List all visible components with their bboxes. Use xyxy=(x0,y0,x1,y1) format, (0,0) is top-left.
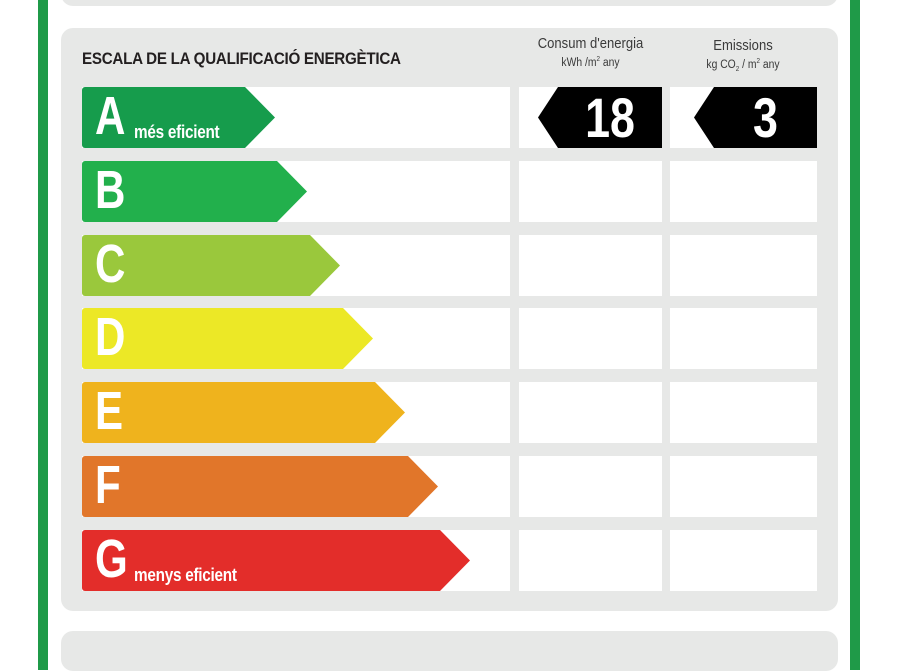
energy-cell-e xyxy=(519,382,662,443)
emissions-column-header: Emissions kg CO2 / m2 any xyxy=(669,38,817,73)
class-letter: B xyxy=(95,160,126,220)
energy-rating-marker: 18 xyxy=(538,87,662,148)
class-arrow-b: B xyxy=(82,161,307,222)
energy-cell-b xyxy=(519,161,662,222)
class-label: menys eficient xyxy=(134,565,237,585)
class-letter: F xyxy=(95,455,121,515)
emissions-column-label: Emissions xyxy=(713,38,773,54)
emissions-cell-c xyxy=(670,235,817,296)
class-arrow-e: E xyxy=(82,382,405,443)
energy-rating-value: 18 xyxy=(585,86,635,149)
energy-column-header: Consum d'energia kWh /m2 any xyxy=(519,36,662,69)
class-letter: G xyxy=(95,529,128,589)
emissions-cell-g xyxy=(670,530,817,591)
class-arrow-f: F xyxy=(82,456,438,517)
energy-cell-d xyxy=(519,308,662,369)
class-arrow-d: D xyxy=(82,308,373,369)
energy-column-unit: kWh /m2 any xyxy=(561,56,620,69)
emissions-rating-value: 3 xyxy=(753,86,778,149)
class-letter: E xyxy=(95,381,124,441)
class-arrow-c: C xyxy=(82,235,340,296)
class-letter: D xyxy=(95,307,126,367)
emissions-column-unit: kg CO2 / m2 any xyxy=(706,58,780,74)
next-section-panel xyxy=(61,631,838,671)
emissions-cell-b xyxy=(670,161,817,222)
class-letter: C xyxy=(95,234,126,294)
emissions-cell-d xyxy=(670,308,817,369)
emissions-cell-e xyxy=(670,382,817,443)
energy-cell-c xyxy=(519,235,662,296)
class-label: més eficient xyxy=(134,122,220,142)
previous-section-panel xyxy=(61,0,838,6)
energy-column-label: Consum d'energia xyxy=(537,36,644,52)
emissions-rating-marker: 3 xyxy=(694,87,817,148)
scale-title: ESCALA DE LA QUALIFICACIÓ ENERGÈTICA xyxy=(82,50,401,68)
energy-cell-g xyxy=(519,530,662,591)
class-letter: A xyxy=(95,86,126,146)
emissions-cell-f xyxy=(670,456,817,517)
energy-cell-f xyxy=(519,456,662,517)
